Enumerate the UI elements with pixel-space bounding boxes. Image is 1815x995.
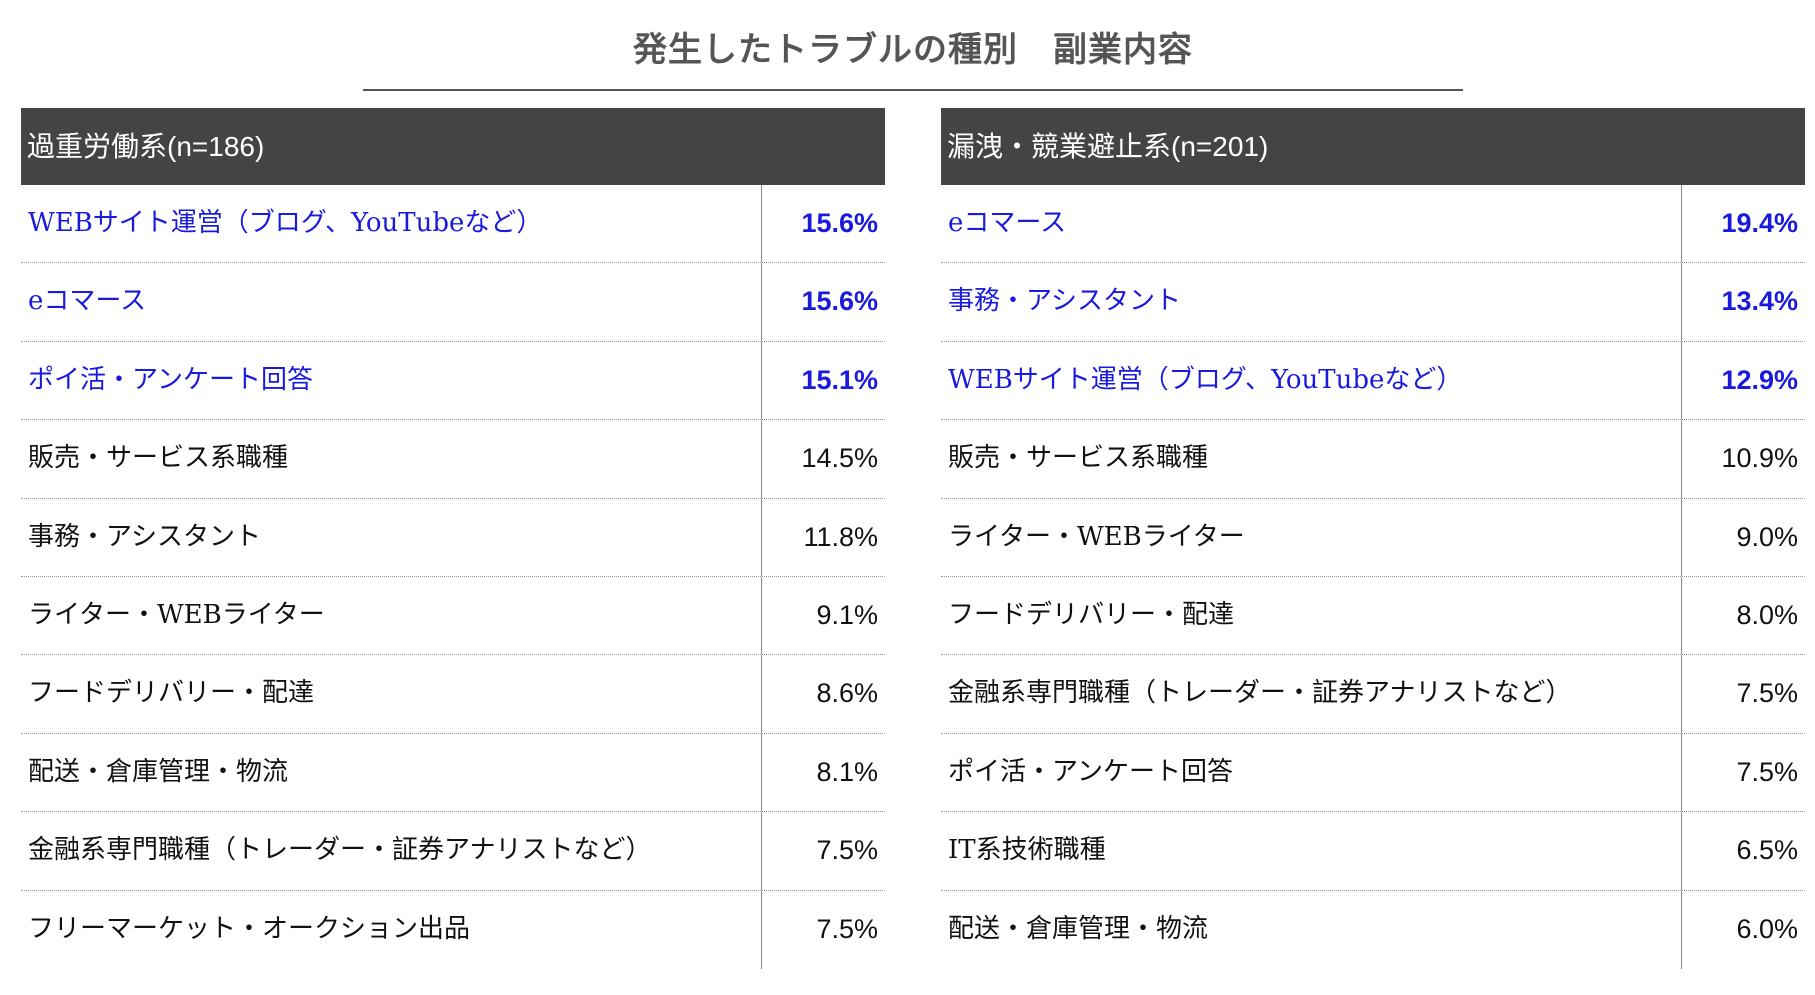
table-row: 金融系専門職種（トレーダー・証券アナリストなど） 7.5% — [21, 812, 885, 891]
row-value: 19.4% — [1721, 208, 1798, 238]
table-row: WEBサイト運営（ブログ、YouTubeなど） 15.6% — [21, 185, 885, 264]
title-divider — [363, 89, 1463, 91]
row-label: ポイ活・アンケート回答 — [21, 341, 762, 420]
row-label: 金融系専門職種（トレーダー・証券アナリストなど） — [941, 655, 1682, 733]
row-value: 7.5% — [1736, 678, 1798, 709]
row-label: eコマース — [21, 263, 762, 341]
row-label: 配送・倉庫管理・物流 — [21, 733, 762, 812]
row-value: 6.5% — [1736, 835, 1798, 866]
row-label: 販売・サービス系職種 — [21, 420, 762, 498]
table-row: 事務・アシスタント 13.4% — [941, 263, 1805, 342]
row-label: フードデリバリー・配達 — [941, 576, 1682, 655]
table-row: WEBサイト運営（ブログ、YouTubeなど） 12.9% — [941, 341, 1805, 421]
row-value: 8.1% — [816, 756, 878, 787]
page-title: 発生したトラブルの種別 副業内容 — [633, 31, 1193, 69]
table-row: 金融系専門職種（トレーダー・証券アナリストなど） 7.5% — [941, 655, 1805, 734]
table-row: eコマース 19.4% — [941, 185, 1805, 264]
table-row: フードデリバリー・配達 8.6% — [21, 655, 885, 734]
row-value: 8.0% — [1736, 599, 1798, 630]
row-value: 15.6% — [801, 286, 878, 317]
row-label: ライター・WEBライター — [21, 576, 762, 655]
row-label: eコマース — [941, 185, 1682, 263]
row-label: WEBサイト運営（ブログ、YouTubeなど） — [941, 341, 1682, 420]
row-label: フリーマーケット・オークション出品 — [21, 890, 762, 969]
table-row: ライター・WEBライター 9.1% — [21, 576, 885, 656]
row-value: 7.5% — [816, 913, 878, 944]
row-label: IT系技術職種 — [941, 812, 1682, 890]
row-value: 9.1% — [816, 599, 878, 630]
row-value: 15.1% — [801, 364, 878, 395]
table-row: IT系技術職種 6.5% — [941, 812, 1805, 891]
table-row: 販売・サービス系職種 14.5% — [21, 420, 885, 499]
row-label: 事務・アシスタント — [21, 498, 762, 576]
row-value: 7.5% — [816, 835, 878, 866]
table-header: 過重労働系(n=186) — [21, 108, 885, 185]
row-label: WEBサイト運営（ブログ、YouTubeなど） — [21, 185, 762, 263]
table-row: ポイ活・アンケート回答 15.1% — [21, 341, 885, 421]
row-value: 12.9% — [1721, 364, 1798, 395]
row-label: ライター・WEBライター — [941, 498, 1682, 576]
table-row: フードデリバリー・配達 8.0% — [941, 576, 1805, 656]
row-value: 8.6% — [816, 678, 878, 709]
row-value: 13.4% — [1721, 286, 1798, 317]
row-label: ポイ活・アンケート回答 — [941, 733, 1682, 812]
table-row: 配送・倉庫管理・物流 8.1% — [21, 733, 885, 813]
table-row: フリーマーケット・オークション出品 7.5% — [21, 890, 885, 969]
row-value: 6.0% — [1736, 913, 1798, 944]
row-label: 金融系専門職種（トレーダー・証券アナリストなど） — [21, 812, 762, 890]
row-value: 11.8% — [803, 521, 878, 552]
row-label: フードデリバリー・配達 — [21, 655, 762, 733]
table-leak-noncompete: 漏洩・競業避止系(n=201) eコマース 19.4% 事務・アシスタント 13.4%… — [941, 108, 1805, 969]
row-value: 15.6% — [801, 208, 878, 238]
row-label: 配送・倉庫管理・物流 — [941, 890, 1682, 969]
table-row: ライター・WEBライター 9.0% — [941, 498, 1805, 577]
row-label: 販売・サービス系職種 — [941, 420, 1682, 498]
table-overwork: 過重労働系(n=186) WEBサイト運営（ブログ、YouTubeなど） 15.6… — [21, 108, 885, 969]
row-value: 10.9% — [1721, 443, 1798, 474]
row-value: 7.5% — [1736, 756, 1798, 787]
table-row: 事務・アシスタント 11.8% — [21, 498, 885, 577]
table-header: 漏洩・競業避止系(n=201) — [941, 108, 1805, 185]
table-row: ポイ活・アンケート回答 7.5% — [941, 733, 1805, 813]
table-row: eコマース 15.6% — [21, 263, 885, 342]
table-row: 販売・サービス系職種 10.9% — [941, 420, 1805, 499]
row-label: 事務・アシスタント — [941, 263, 1682, 341]
table-row: 配送・倉庫管理・物流 6.0% — [941, 890, 1805, 969]
row-value: 9.0% — [1736, 521, 1798, 552]
row-value: 14.5% — [801, 443, 878, 474]
